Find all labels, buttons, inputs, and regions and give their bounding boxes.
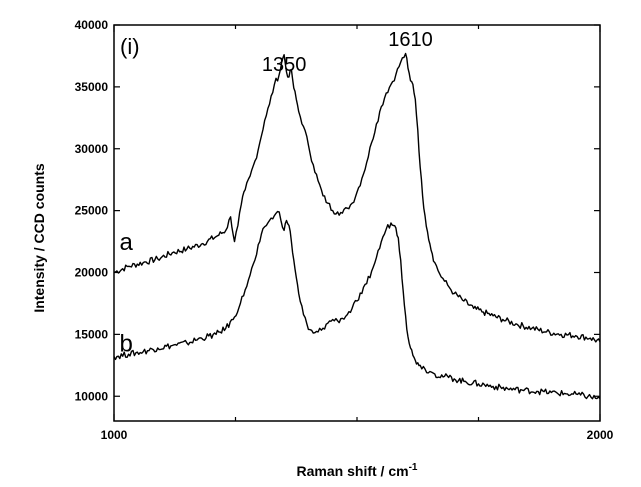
y-axis-title: Intensity / CCD counts (31, 163, 47, 313)
series-label-b: b (119, 331, 132, 358)
y-tick-label: 35000 (75, 80, 109, 94)
y-tick-label: 20000 (75, 266, 109, 280)
y-tick-label: 30000 (75, 142, 109, 156)
y-tick-label: 40000 (75, 18, 109, 32)
peak-label-1350: 1350 (262, 54, 307, 76)
plot-lines (113, 52, 601, 400)
series-labels: ab (119, 229, 133, 357)
series-line-b (113, 210, 601, 400)
y-tick-label: 25000 (75, 204, 109, 218)
x-tick-label: 2000 (587, 428, 614, 442)
y-axis: 10000 15000 20000 25000 30000 35000 40000 (75, 18, 600, 403)
x-tick-label: 1000 (101, 428, 128, 442)
peak-annotations: 1350 1610 (262, 29, 433, 76)
x-axis: 1000 2000 (101, 25, 614, 442)
plot-frame (113, 24, 601, 422)
series-line-a (113, 52, 601, 343)
x-axis-title: Raman shift / cm-1 (297, 462, 418, 479)
y-tick-label: 10000 (75, 389, 109, 403)
x-axis-title-main: Raman shift / cm (297, 463, 409, 479)
x-axis-title-superscript: -1 (409, 462, 418, 473)
y-tick-label: 15000 (75, 327, 109, 341)
peak-label-1610: 1610 (388, 29, 433, 51)
series-label-a: a (119, 229, 133, 256)
panel-label: (i) (120, 34, 140, 59)
